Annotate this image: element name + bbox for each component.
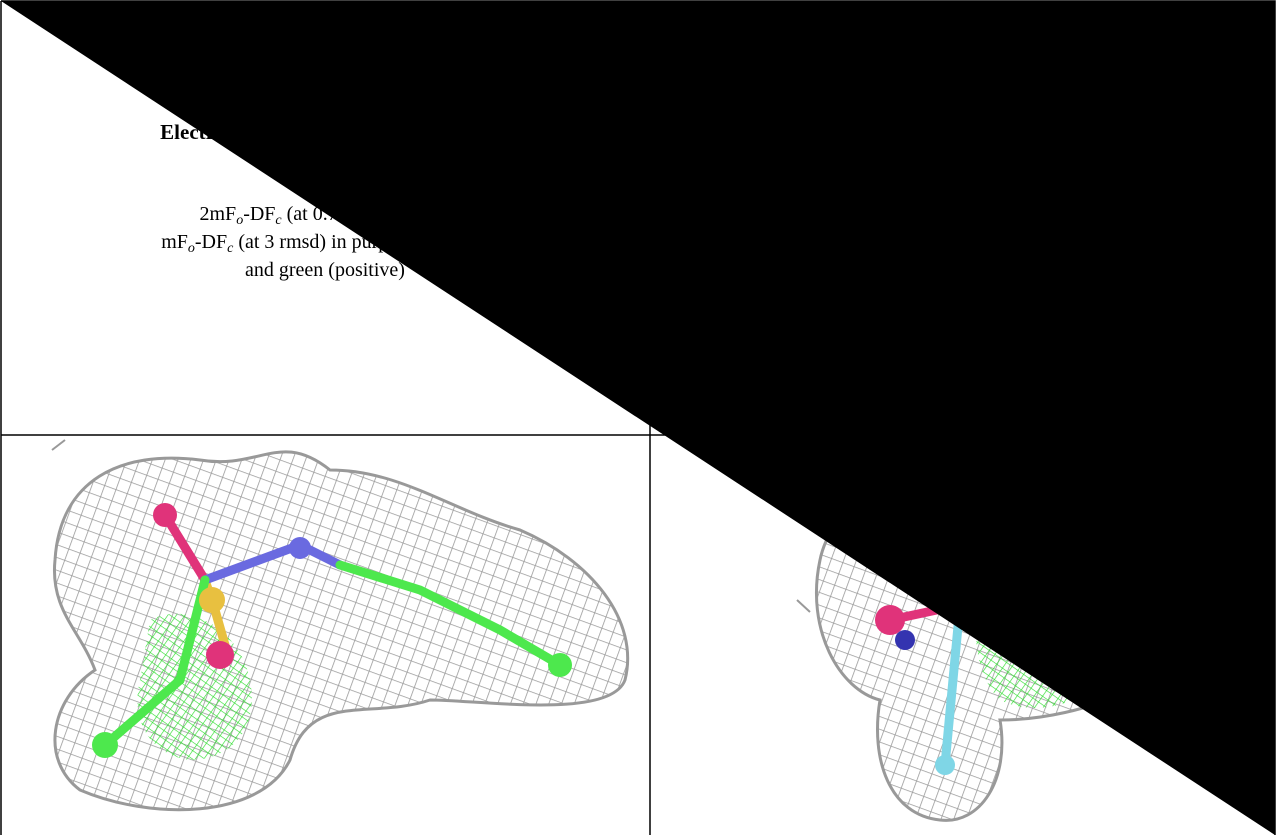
text: 2mF: [200, 203, 237, 225]
caption-cell: Electron density around VVG A 401: 2mFo-…: [0, 0, 650, 435]
caption-lines: 2mFo-DFc (at 0.7 rmsd) in gray mFo-DFc (…: [0, 200, 650, 284]
text: -DF: [243, 203, 275, 225]
text: mF: [161, 231, 188, 253]
density-view-2: [52, 440, 628, 810]
caption-line: and green (positive): [0, 256, 650, 284]
text: (at 0.7 rmsd) in gray: [282, 203, 451, 225]
text: and green (positive): [245, 259, 405, 281]
text: -DF: [195, 231, 227, 253]
caption-line: mFo-DFc (at 3 rmsd) in purple (negative): [0, 228, 650, 256]
caption-line: 2mFo-DFc (at 0.7 rmsd) in gray: [0, 200, 650, 228]
caption-title: Electron density around VVG A 401:: [0, 120, 650, 145]
subscript: o: [188, 241, 195, 256]
figure: Electron density around VVG A 401: 2mFo-…: [0, 0, 1276, 835]
text: (at 3 rmsd) in purple (negative): [233, 231, 488, 253]
